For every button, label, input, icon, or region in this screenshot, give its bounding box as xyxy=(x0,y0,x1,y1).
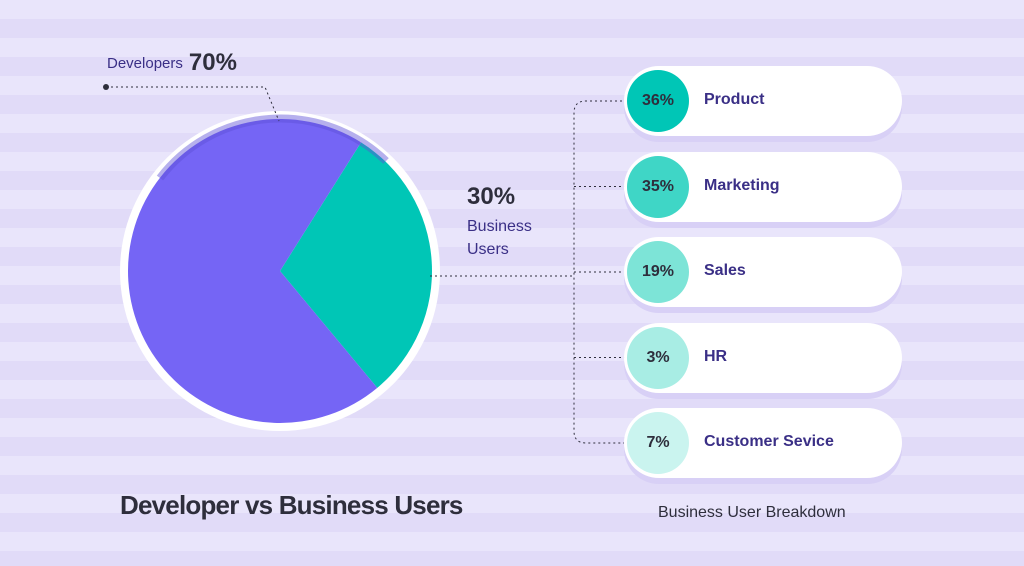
breakdown-title: Business User Breakdown xyxy=(658,504,846,521)
business-users-percent: 30% xyxy=(467,183,516,210)
breakdown-percent-badge: 35% xyxy=(627,155,689,218)
breakdown-label: Customer Sevice xyxy=(704,433,834,450)
pie-slice-business-users xyxy=(280,142,432,388)
business-users-label: Business Users xyxy=(467,218,532,258)
developers-percent: 70% xyxy=(188,49,237,76)
breakdown-percent-badge: 7% xyxy=(627,412,689,474)
breakdown-percent-badge: 36% xyxy=(627,70,689,132)
breakdown-item-product: 36% Product xyxy=(624,66,902,136)
breakdown-item-marketing: 35% Marketing xyxy=(624,151,902,222)
breakdown-item-sales: 19% Sales xyxy=(624,237,902,307)
breakdown-item-hr: 3% HR xyxy=(624,322,902,393)
pie-slice-developers xyxy=(127,118,378,423)
breakdown-percent-badge: 3% xyxy=(627,326,689,389)
pie-shadow xyxy=(156,114,389,181)
breakdown-label: Sales xyxy=(704,262,746,279)
breakdown-bracket xyxy=(573,100,632,444)
pie-chart-title: Developer vs Business Users xyxy=(120,490,463,520)
breakdown-label: HR xyxy=(704,347,728,365)
breakdown-label: Marketing xyxy=(704,176,780,194)
breakdown-label: Product xyxy=(704,91,765,108)
leader-dot xyxy=(103,84,109,90)
developers-label: Developers 70% xyxy=(107,49,237,76)
breakdown-percent-badge: 19% xyxy=(627,241,689,303)
breakdown-item-customer-sevice: 7% Customer Sevice xyxy=(624,408,902,478)
